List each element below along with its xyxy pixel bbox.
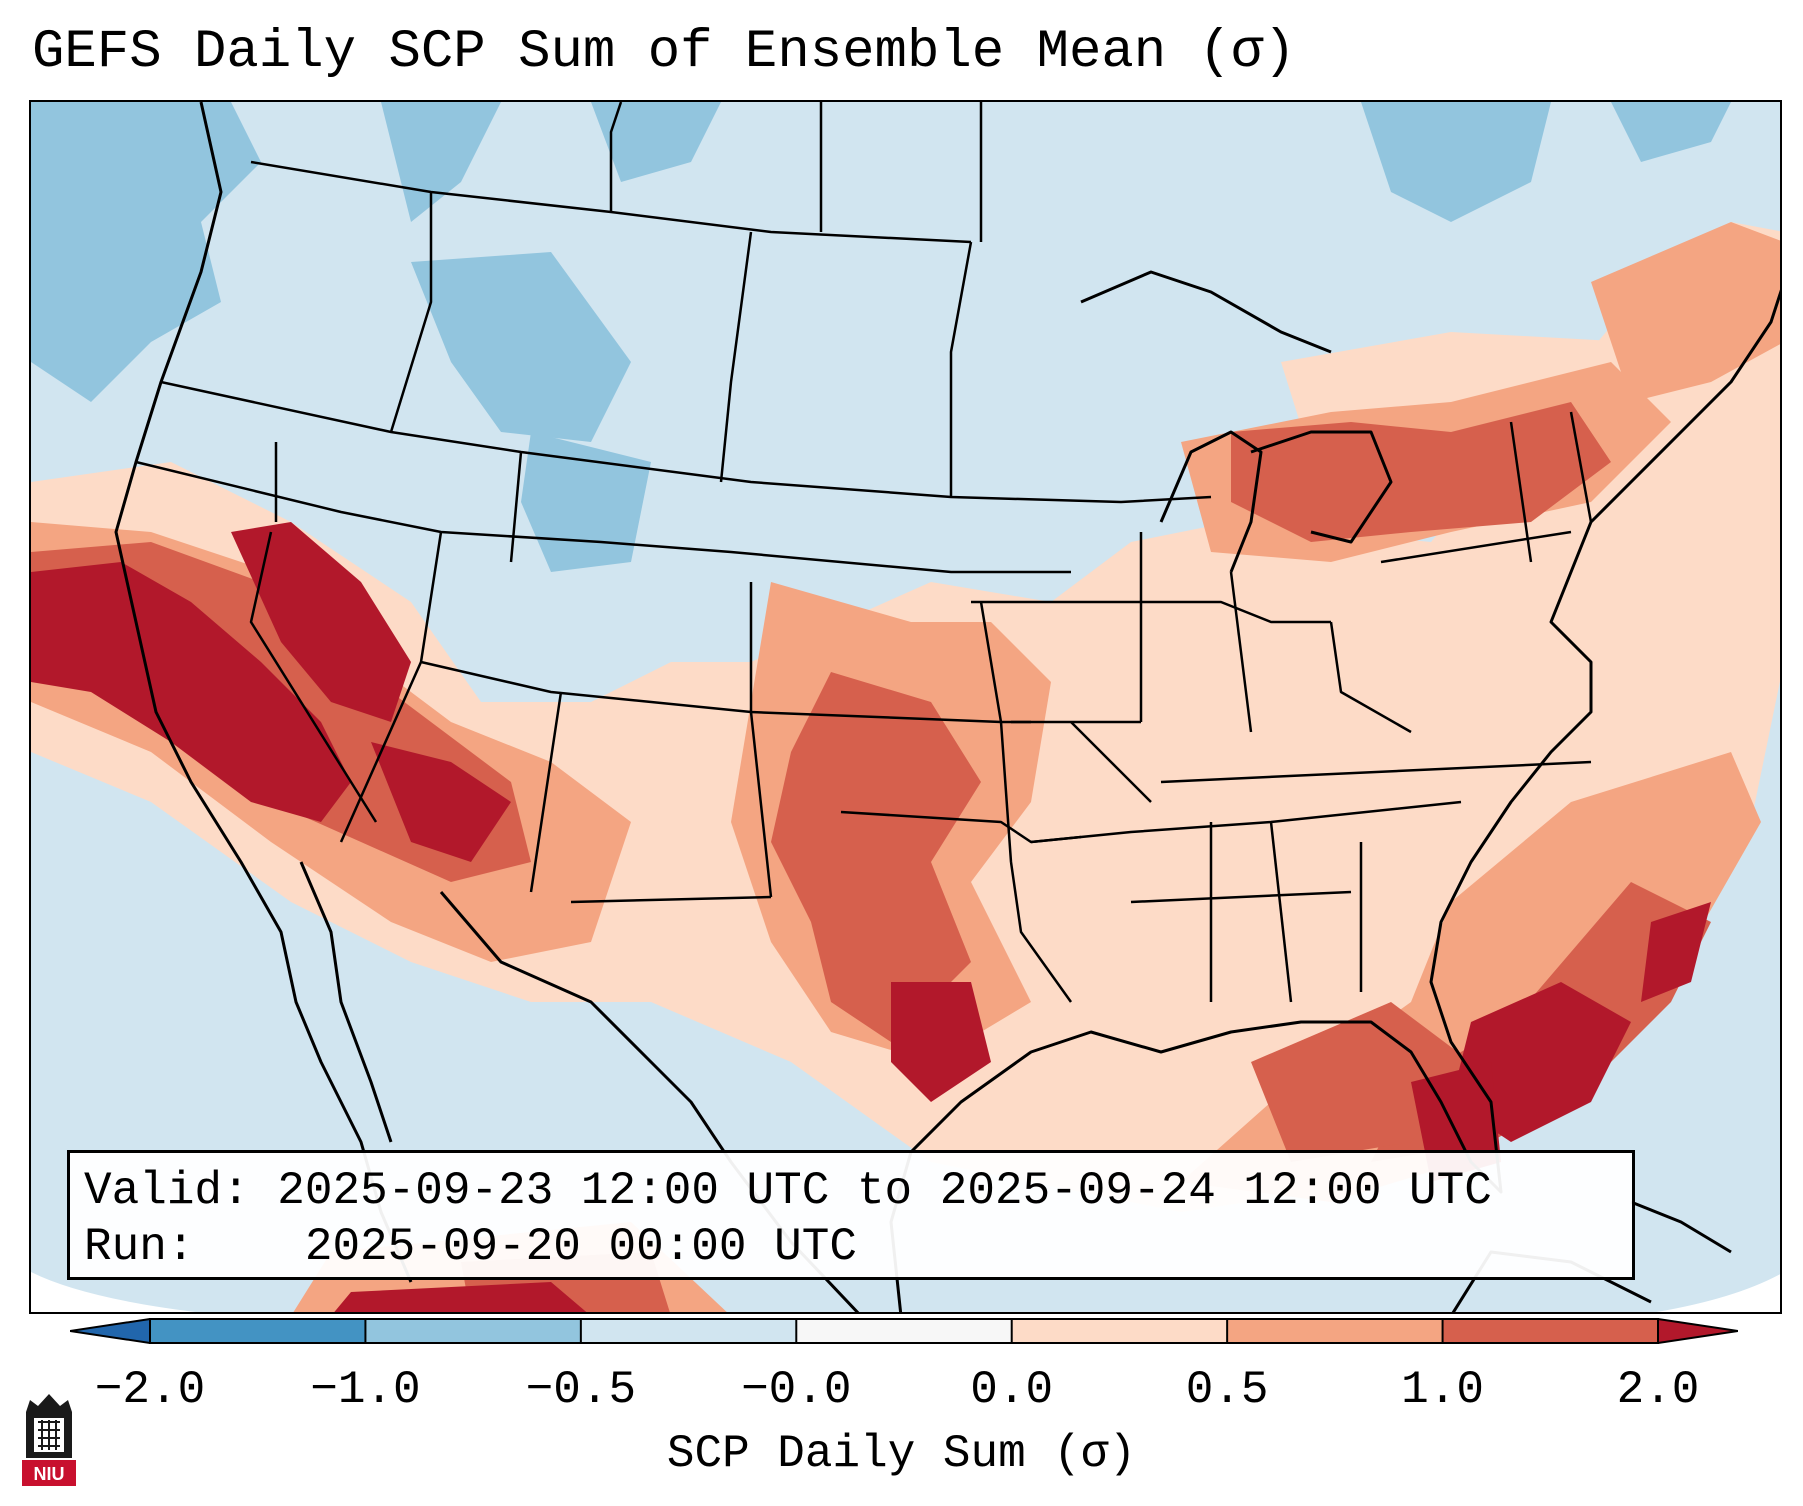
colorbar	[70, 1318, 1738, 1344]
colorbar-cell	[1227, 1319, 1444, 1343]
colorbar-cell	[365, 1319, 582, 1343]
valid-value: 2025-09-23 12:00 UTC to 2025-09-24 12:00…	[277, 1165, 1492, 1217]
colorbar-cell	[1442, 1319, 1659, 1343]
colorbar-tick-label: 1.0	[1401, 1364, 1484, 1416]
colorbar-tick-label: −0.0	[741, 1364, 852, 1416]
colorbar-cell	[796, 1319, 1013, 1343]
chart-title: GEFS Daily SCP Sum of Ensemble Mean (σ)	[32, 22, 1296, 83]
colorbar-tick-label: 2.0	[1616, 1364, 1700, 1416]
state-borders	[135, 102, 1593, 1003]
niu-logo-icon: NIU	[22, 1394, 76, 1486]
positive-anomaly-very-strong	[31, 522, 1711, 1312]
colorbar-cell	[1011, 1319, 1228, 1343]
colorbar-tick-label: 0.0	[970, 1364, 1054, 1416]
colorbar-label: SCP Daily Sum (σ)	[666, 1428, 1137, 1480]
colorbar-tick-label: −0.5	[525, 1364, 637, 1416]
projection-edge	[31, 1272, 196, 1312]
run-value: 2025-09-20 00:00 UTC	[304, 1221, 857, 1273]
colorbar-tick-label: −1.0	[310, 1364, 421, 1416]
logo-text: NIU	[34, 1464, 65, 1484]
colorbar-tick-label: 0.5	[1185, 1364, 1269, 1416]
run-label: Run:	[84, 1221, 195, 1273]
colorbar-over-extension	[1657, 1318, 1738, 1344]
valid-label: Valid:	[84, 1165, 250, 1217]
validity-info-box: Valid: 2025-09-23 12:00 UTC to 2025-09-2…	[67, 1150, 1635, 1280]
colorbar-cell	[150, 1319, 366, 1343]
colorbar-tick-label: −2.0	[94, 1364, 206, 1416]
colorbar-under-extension	[70, 1318, 151, 1344]
projection-edge	[1656, 1274, 1780, 1312]
negative-anomaly-areas	[31, 102, 1731, 572]
map-panel	[29, 100, 1782, 1314]
scp-field-map	[31, 102, 1780, 1312]
colorbar-cell	[580, 1319, 797, 1343]
